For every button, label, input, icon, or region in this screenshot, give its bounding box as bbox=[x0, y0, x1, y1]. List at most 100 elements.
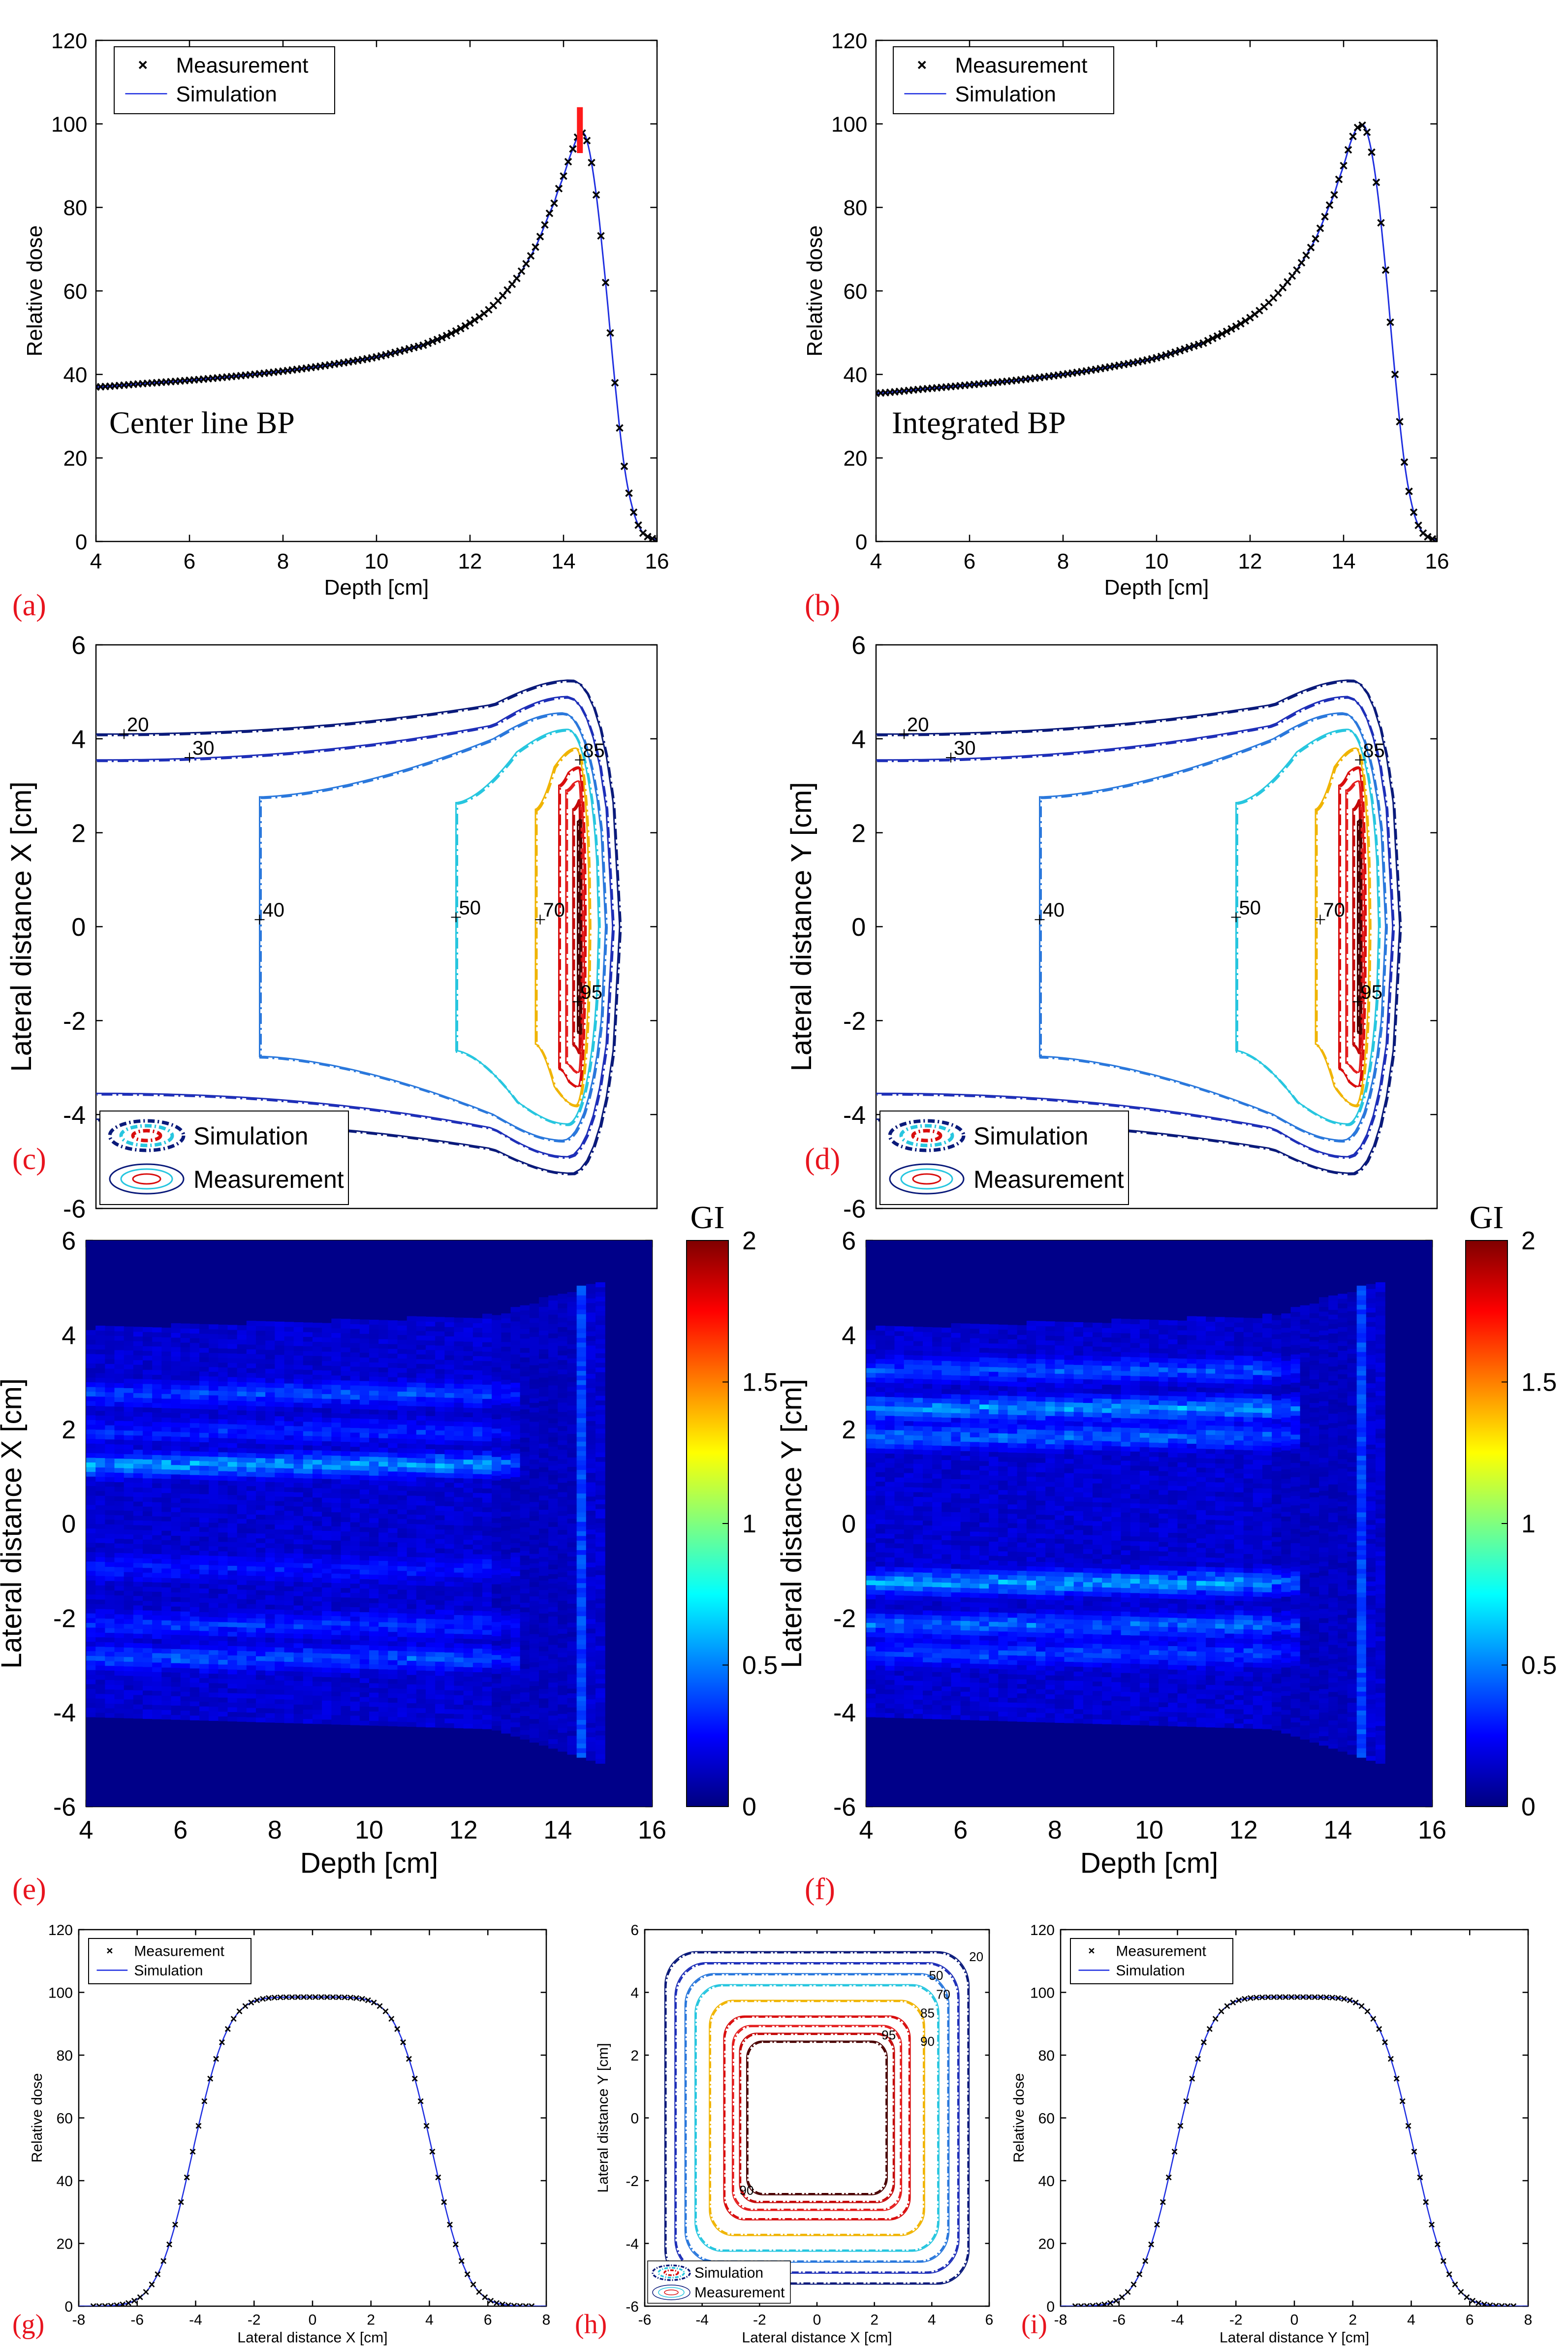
heatmap-cell bbox=[237, 1386, 247, 1392]
heatmap-cell bbox=[114, 1619, 125, 1624]
measurement-point bbox=[592, 191, 600, 199]
heatmap-cell bbox=[143, 1468, 153, 1474]
heatmap-cell bbox=[501, 1672, 511, 1677]
heatmap-cell bbox=[510, 1311, 521, 1317]
heatmap-cell bbox=[161, 1356, 172, 1361]
heatmap-cell bbox=[152, 1426, 162, 1431]
heatmap-cell bbox=[322, 1365, 332, 1371]
heatmap-cell bbox=[284, 1355, 294, 1360]
heatmap-cell bbox=[189, 1380, 200, 1386]
heatmap-cell bbox=[426, 1420, 436, 1426]
heatmap-cell bbox=[114, 1595, 125, 1600]
y-tick-label: 2 bbox=[71, 819, 86, 848]
heatmap-cell bbox=[152, 1360, 162, 1366]
heatmap-cell bbox=[95, 1684, 105, 1689]
heatmap-cell bbox=[246, 1500, 256, 1505]
y-tick-label: 0 bbox=[75, 530, 87, 554]
heatmap-cell bbox=[313, 1591, 322, 1597]
heatmap-cell bbox=[86, 1387, 96, 1392]
heatmap-cell bbox=[227, 1461, 238, 1467]
heatmap-cell bbox=[322, 1398, 332, 1404]
heatmap-cell bbox=[322, 1686, 332, 1691]
heatmap-cell bbox=[152, 1455, 162, 1460]
heatmap-cell bbox=[378, 1371, 388, 1377]
heatmap-cell bbox=[482, 1601, 492, 1607]
heatmap-cell bbox=[199, 1329, 209, 1334]
heatmap-cell bbox=[539, 1316, 549, 1321]
heatmap-cell bbox=[501, 1394, 511, 1399]
heatmap-cell bbox=[548, 1399, 558, 1404]
heatmap-cell bbox=[143, 1379, 153, 1384]
heatmap-cell bbox=[124, 1378, 134, 1384]
heatmap-cell bbox=[510, 1316, 521, 1322]
annotation-integrated-bp: Integrated BP bbox=[892, 405, 1066, 440]
heatmap-cell bbox=[293, 1586, 304, 1591]
measurement-point bbox=[1246, 314, 1254, 322]
heatmap-cell bbox=[218, 1343, 228, 1349]
heatmap-cell bbox=[482, 1417, 492, 1423]
heatmap-cell bbox=[180, 1342, 190, 1348]
heatmap-cell bbox=[227, 1626, 238, 1632]
heatmap-cell bbox=[209, 1706, 219, 1712]
heatmap-cell bbox=[152, 1417, 162, 1422]
heatmap-cell bbox=[472, 1606, 483, 1611]
heatmap-cell bbox=[407, 1354, 417, 1359]
heatmap-cell bbox=[444, 1393, 455, 1398]
heatmap-cell bbox=[218, 1442, 228, 1448]
legend-simulation-label: Simulation bbox=[973, 1122, 1088, 1150]
heatmap-cell bbox=[407, 1655, 417, 1661]
heatmap-cell bbox=[86, 1330, 96, 1335]
measurement-point bbox=[1372, 178, 1380, 187]
heatmap-cell bbox=[293, 1600, 304, 1606]
heatmap-cell bbox=[350, 1512, 360, 1518]
heatmap-cell bbox=[331, 1540, 342, 1546]
heatmap-cell bbox=[86, 1448, 96, 1453]
heatmap-cell bbox=[86, 1424, 96, 1429]
heatmap-cell bbox=[454, 1699, 464, 1705]
heatmap-cell bbox=[397, 1339, 408, 1345]
heatmap-cell bbox=[359, 1357, 370, 1363]
heatmap-cell bbox=[246, 1528, 256, 1533]
heatmap-cell bbox=[124, 1534, 134, 1539]
heatmap-cell bbox=[265, 1595, 275, 1600]
heatmap-cell bbox=[472, 1469, 483, 1474]
heatmap-cell bbox=[199, 1432, 209, 1438]
heatmap-cell bbox=[378, 1358, 388, 1363]
heatmap-cell bbox=[426, 1444, 436, 1449]
heatmap-cell bbox=[359, 1508, 370, 1513]
heatmap-cell bbox=[256, 1576, 266, 1581]
heatmap-cell bbox=[227, 1556, 238, 1561]
heatmap-cell bbox=[416, 1510, 426, 1515]
heatmap-cell bbox=[482, 1662, 492, 1668]
heatmap-cell bbox=[539, 1509, 549, 1515]
heatmap-cell bbox=[322, 1525, 332, 1531]
heatmap-cell bbox=[548, 1531, 558, 1537]
heatmap-cell bbox=[435, 1680, 445, 1685]
heatmap-cell bbox=[407, 1344, 417, 1350]
heatmap-cell bbox=[501, 1464, 511, 1470]
heatmap-cell bbox=[492, 1494, 502, 1499]
heatmap-cell bbox=[256, 1510, 266, 1515]
heatmap-cell bbox=[105, 1439, 115, 1444]
heatmap-cell bbox=[152, 1676, 162, 1682]
heatmap-cell bbox=[378, 1579, 388, 1585]
heatmap-cell bbox=[492, 1588, 502, 1594]
heatmap-cell bbox=[105, 1411, 115, 1416]
heatmap-cell bbox=[388, 1547, 398, 1552]
heatmap-cell bbox=[293, 1402, 304, 1408]
heatmap-cell bbox=[265, 1665, 275, 1671]
heatmap-cell bbox=[558, 1440, 568, 1445]
heatmap-cell bbox=[359, 1560, 370, 1565]
heatmap-cell bbox=[378, 1659, 388, 1665]
heatmap-cell bbox=[378, 1537, 388, 1542]
measurement-point bbox=[569, 145, 577, 153]
heatmap-cell bbox=[275, 1487, 285, 1492]
y-axis-label: Relative dose bbox=[803, 225, 827, 357]
heatmap-cell bbox=[237, 1509, 247, 1515]
heatmap-cell bbox=[95, 1368, 105, 1373]
heatmap-cell bbox=[86, 1481, 96, 1486]
heatmap-cell bbox=[218, 1574, 228, 1580]
heatmap-cell bbox=[218, 1353, 228, 1358]
legend-measurement-label: Measurement bbox=[193, 1166, 344, 1193]
